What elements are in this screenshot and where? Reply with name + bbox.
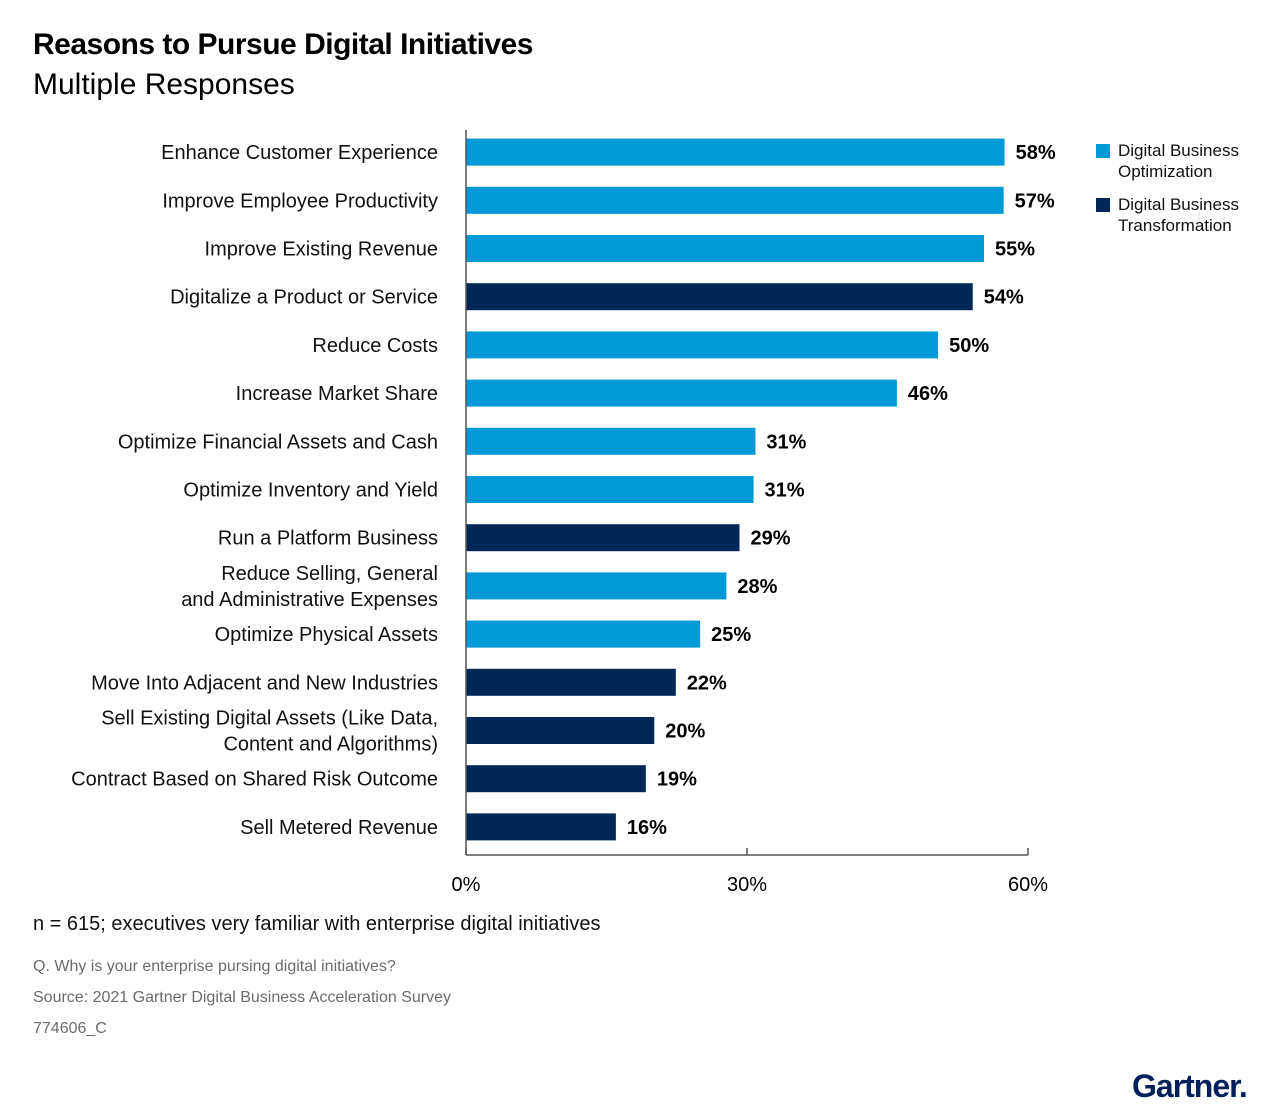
legend-label-line2: Transformation xyxy=(1118,216,1232,235)
legend-label-line1: Digital Business xyxy=(1118,141,1239,160)
category-label: Increase Market Share xyxy=(236,383,438,405)
sample-note: n = 615; executives very familiar with e… xyxy=(33,913,601,935)
category-label: Sell Existing Digital Assets (Like Data,… xyxy=(101,708,438,756)
chart-subtitle: Multiple Responses xyxy=(33,68,295,101)
bar xyxy=(466,235,984,262)
data-label: 29% xyxy=(751,528,791,550)
data-label: 57% xyxy=(1015,190,1055,212)
category-label-line: Content and Algorithms) xyxy=(223,734,438,756)
legend-swatch-transformation xyxy=(1096,198,1110,212)
category-label: Optimize Financial Assets and Cash xyxy=(118,431,438,453)
legend-label-line1: Digital Business xyxy=(1118,195,1239,214)
bar xyxy=(466,379,897,407)
category-label: Contract Based on Shared Risk Outcome xyxy=(71,769,438,791)
category-label: Digitalize a Product or Service xyxy=(170,287,438,309)
bar xyxy=(466,427,756,455)
category-label: Move Into Adjacent and New Industries xyxy=(91,672,438,694)
category-label: Improve Existing Revenue xyxy=(205,239,438,261)
bar xyxy=(466,476,754,503)
bar xyxy=(466,186,1004,214)
category-label: Optimize Physical Assets xyxy=(215,624,438,646)
data-label: 19% xyxy=(657,769,697,791)
bar xyxy=(466,572,727,600)
data-label: 16% xyxy=(627,817,667,839)
data-label: 25% xyxy=(711,624,751,646)
category-label: Run a Platform Business xyxy=(218,528,438,550)
legend-swatch-optimization xyxy=(1096,144,1110,158)
x-tick-label: 60% xyxy=(1008,874,1048,896)
document-id: 774606_C xyxy=(33,1020,107,1037)
data-label: 55% xyxy=(995,239,1035,261)
category-label-line: and Administrative Expenses xyxy=(181,589,438,611)
legend: Digital Business Optimization Digital Bu… xyxy=(1096,140,1276,248)
source-note: Source: 2021 Gartner Digital Business Ac… xyxy=(33,989,451,1006)
bar xyxy=(466,765,646,793)
legend-item-transformation: Digital Business Transformation xyxy=(1096,194,1276,236)
legend-label-line2: Optimization xyxy=(1118,162,1213,181)
x-tick-label: 30% xyxy=(727,874,767,896)
category-label-line: Sell Existing Digital Assets (Like Data, xyxy=(101,708,438,730)
bar xyxy=(466,331,939,359)
category-label: Sell Metered Revenue xyxy=(240,817,438,839)
category-label: Reduce Selling, General and Administrativ… xyxy=(181,563,438,611)
bar xyxy=(466,717,655,744)
bar xyxy=(466,620,701,648)
data-label: 46% xyxy=(908,383,948,405)
data-label: 22% xyxy=(687,672,727,694)
category-label: Reduce Costs xyxy=(312,335,438,357)
data-label: 58% xyxy=(1016,142,1056,164)
chart-title: Reasons to Pursue Digital Initiatives xyxy=(33,28,533,61)
category-label: Enhance Customer Experience xyxy=(161,142,438,164)
data-label: 50% xyxy=(949,335,989,357)
survey-question: Q. Why is your enterprise pursing digita… xyxy=(33,958,396,975)
category-label: Optimize Inventory and Yield xyxy=(183,480,438,502)
category-label-line: Reduce Selling, General xyxy=(221,563,438,585)
gartner-logo: Gartner. xyxy=(1132,1068,1248,1104)
category-label: Improve Employee Productivity xyxy=(162,190,438,212)
legend-item-optimization: Digital Business Optimization xyxy=(1096,140,1276,182)
bar xyxy=(466,138,1005,166)
data-label: 20% xyxy=(665,721,705,743)
bar xyxy=(466,813,616,841)
data-label: 31% xyxy=(766,431,806,453)
x-tick-label: 0% xyxy=(452,874,481,896)
bar xyxy=(466,283,973,311)
data-label: 28% xyxy=(737,576,777,598)
data-label: 54% xyxy=(984,287,1024,309)
data-label: 31% xyxy=(765,480,805,502)
bar xyxy=(466,524,740,552)
bar-chart: 58% Enhance Customer Experience 57% Improve… xyxy=(71,130,1056,896)
bar xyxy=(466,668,676,696)
